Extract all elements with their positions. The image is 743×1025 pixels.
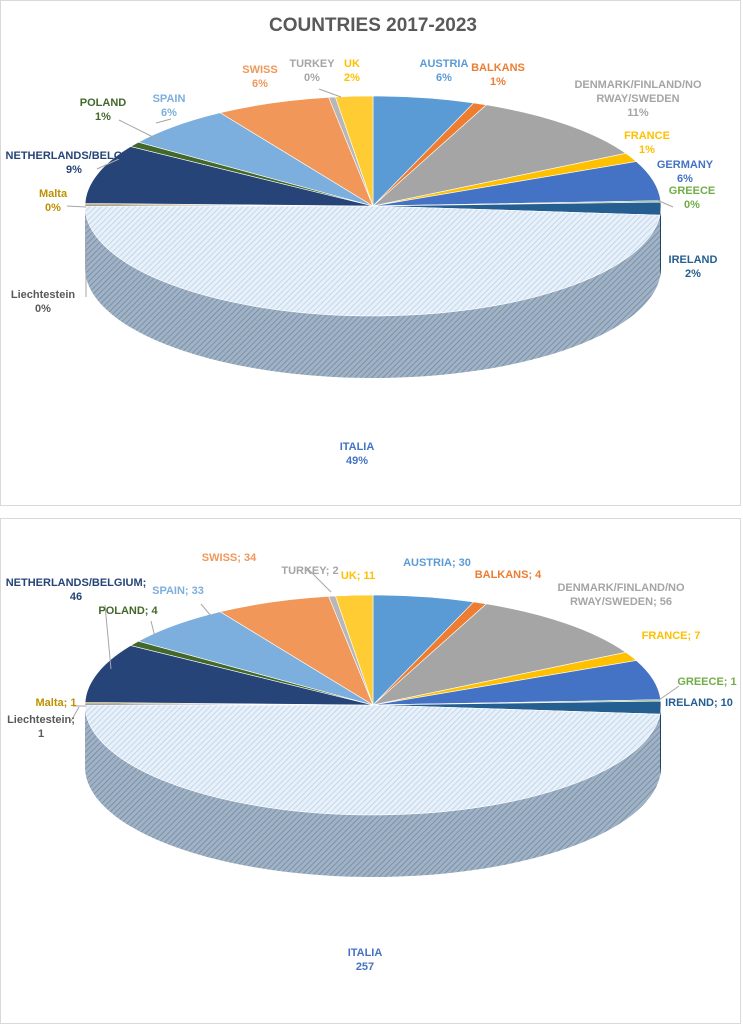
pie-chart-values: AUSTRIA; 30 BALKANS; 4 DENMARK/FINLAND/NOR… <box>1 519 742 1025</box>
leader-malta <box>67 206 86 207</box>
leader-poland <box>119 120 161 141</box>
data-label-italia: ITALIA49% <box>340 441 375 467</box>
data-label-austria: AUSTRIA6% <box>420 58 469 84</box>
side-ireland <box>660 705 661 776</box>
data-label-greece: GREECE; 1 <box>677 676 736 688</box>
data-label-netherlands-belgium: NETHERLANDS/BELGIUM;46 <box>6 577 147 603</box>
data-label-uk: UK; 11 <box>341 570 375 582</box>
data-label-poland: POLAND1% <box>80 97 127 123</box>
data-label-denmark-finland-no-rway-sweden: DENMARK/FINLAND/NORWAY/SWEDEN; 56 <box>557 582 685 608</box>
data-label-swiss: SWISS6% <box>242 64 277 90</box>
data-label-spain: SPAIN; 33 <box>152 585 204 597</box>
pie-chart-percent: COUNTRIES 2017-2023 AUSTRIA6%BALKANS1% DEN… <box>1 1 742 507</box>
side-ireland <box>660 206 661 277</box>
leader-spain <box>201 604 211 616</box>
data-label-greece: GREECE0% <box>669 185 715 211</box>
data-label-france: FRANCE; 7 <box>642 630 701 642</box>
data-label-germany: GERMANY6% <box>657 159 714 185</box>
data-label-malta: Malta0% <box>39 188 68 214</box>
data-label-spain: SPAIN6% <box>153 93 186 119</box>
data-label-balkans: BALKANS1% <box>471 62 525 88</box>
data-label-italia: ITALIA257 <box>348 947 383 973</box>
data-label-austria: AUSTRIA; 30 <box>403 557 471 569</box>
data-label-liechtestein: Liechtestein;1 <box>7 714 75 740</box>
data-label-turkey: TURKEY0% <box>289 58 335 84</box>
data-label-ireland: IRELAND; 10 <box>665 697 733 709</box>
data-label-balkans: BALKANS; 4 <box>475 569 542 581</box>
data-label-ireland: IRELAND2% <box>669 254 718 280</box>
chart-percent-panel: COUNTRIES 2017-2023 AUSTRIA6%BALKANS1% DEN… <box>0 0 741 506</box>
data-label-swiss: SWISS; 34 <box>202 552 257 564</box>
data-label-denmark-finland-no-rway-sweden: DENMARK/FINLAND/NORWAY/SWEDEN11% <box>574 79 702 119</box>
leader-spain <box>156 119 171 123</box>
leader-turkey <box>319 89 341 97</box>
data-label-liechtestein: Liechtestein0% <box>11 289 75 315</box>
data-label-poland: POLAND; 4 <box>98 605 158 617</box>
chart-title: COUNTRIES 2017-2023 <box>269 15 477 36</box>
data-label-turkey: TURKEY; 2 <box>281 565 338 577</box>
data-label-uk: UK2% <box>344 58 360 84</box>
chart-values-panel: AUSTRIA; 30 BALKANS; 4 DENMARK/FINLAND/NOR… <box>0 518 741 1024</box>
data-label-malta: Malta; 1 <box>36 697 77 709</box>
data-label-france: FRANCE1% <box>624 130 670 156</box>
